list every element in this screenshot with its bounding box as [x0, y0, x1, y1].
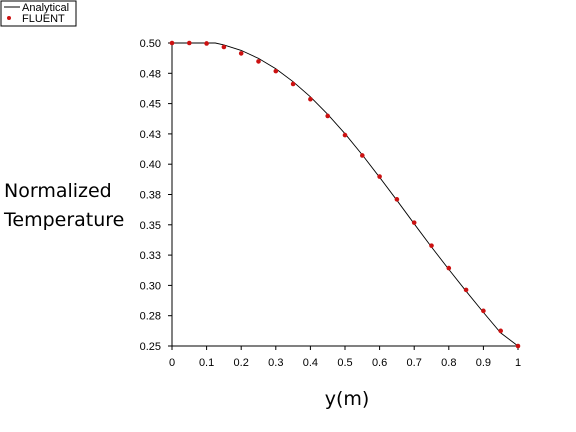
y-axis-title-line-2: Temperature [3, 209, 124, 231]
legend-analytical-label: Analytical [22, 2, 69, 14]
fluent-data-point [429, 243, 434, 248]
x-axis-title: y(m) [325, 388, 370, 410]
fluent-data-point [325, 113, 331, 119]
fluent-data-point [169, 40, 175, 46]
fluent-data-point [342, 132, 348, 138]
y-tick-label: 0.40 [140, 159, 161, 171]
fluent-data-point [377, 174, 382, 179]
y-tick-label: 0.43 [140, 129, 161, 141]
fluent-data-point [204, 41, 209, 46]
fluent-data-point [273, 68, 279, 74]
legend-fluent-label: FLUENT [22, 13, 65, 25]
x-tick-label: 0.7 [407, 357, 422, 369]
x-tick-label: 0.5 [337, 357, 352, 369]
fluent-data-point [481, 308, 486, 314]
fluent-data-point [394, 197, 400, 202]
x-tick-label: 0.1 [199, 357, 214, 369]
y-tick-label: 0.33 [140, 250, 161, 262]
legend-fluent-marker [7, 16, 11, 20]
y-tick-label: 0.38 [140, 190, 161, 202]
x-tick-label: 1 [515, 357, 521, 369]
legend: Analytical FLUENT [0, 0, 77, 27]
x-tick-label: 0.4 [303, 357, 318, 369]
fluent-data-point [256, 59, 261, 64]
x-tick-label: 0.3 [268, 357, 283, 369]
axes [171, 43, 518, 347]
y-tick-label: 0.25 [140, 341, 161, 353]
fluent-data-point [515, 343, 521, 349]
fluent-data-point [221, 44, 227, 50]
fluent-data-point [187, 40, 192, 46]
y-tick-label: 0.30 [140, 280, 161, 292]
fluent-data-point [463, 287, 469, 293]
fluent-data-point [290, 81, 296, 87]
fluent-data-point [308, 96, 313, 102]
fluent-data-point [446, 265, 452, 271]
y-tick-label: 0.50 [140, 38, 161, 50]
series-fluent-points [169, 40, 521, 349]
y-tick-label: 0.28 [140, 311, 161, 323]
fluent-data-point [411, 220, 417, 225]
x-tick-label: 0.6 [372, 357, 387, 369]
legend-box [0, 0, 77, 27]
fluent-data-point [238, 51, 244, 56]
x-tick-label: 0.9 [476, 357, 491, 369]
fluent-data-point [498, 328, 504, 334]
y-tick-label: 0.48 [140, 68, 161, 80]
fluent-data-point [360, 153, 365, 158]
y-tick-label: 0.35 [140, 220, 161, 232]
x-tick-label: 0.8 [441, 357, 456, 369]
x-tick-label: 0.2 [234, 357, 249, 369]
x-tick-label: 0 [169, 357, 175, 369]
series-analytical-line [172, 42, 519, 347]
x-ticks: 0 0.1 0.2 0.3 0.4 0.5 0.6 0.7 0.8 0.9 1 [169, 346, 521, 369]
y-tick-label: 0.45 [140, 99, 161, 111]
y-axis-title-line-1: Normalized [4, 180, 112, 202]
y-ticks: 0.25 0.28 0.30 0.33 0.35 0.38 0.40 0.43 0.45 0.48… [140, 38, 172, 353]
